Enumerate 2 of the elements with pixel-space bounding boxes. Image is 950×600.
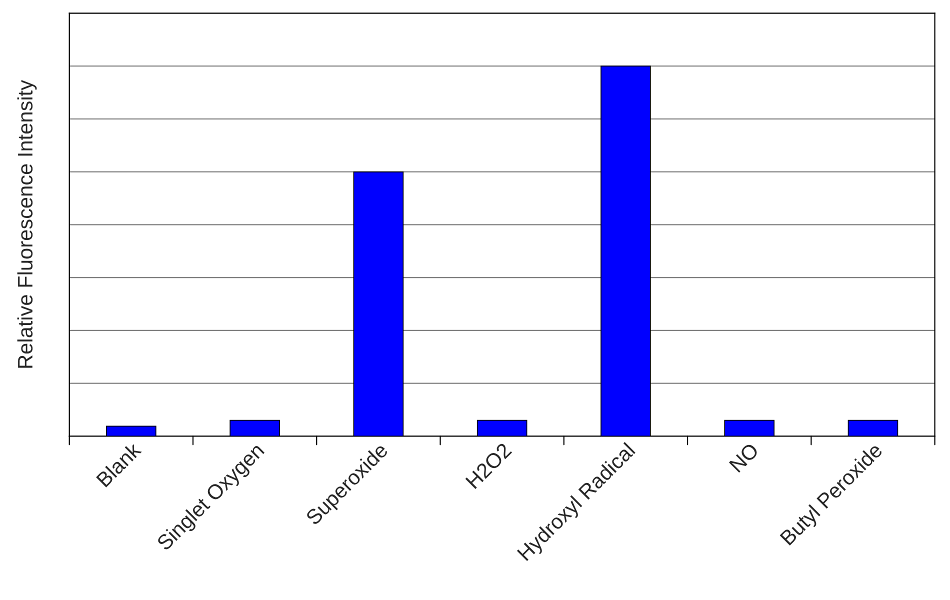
y-axis-title: Relative Fluorescence Intensity [17,80,37,368]
x-tick-label: NO [728,442,760,473]
